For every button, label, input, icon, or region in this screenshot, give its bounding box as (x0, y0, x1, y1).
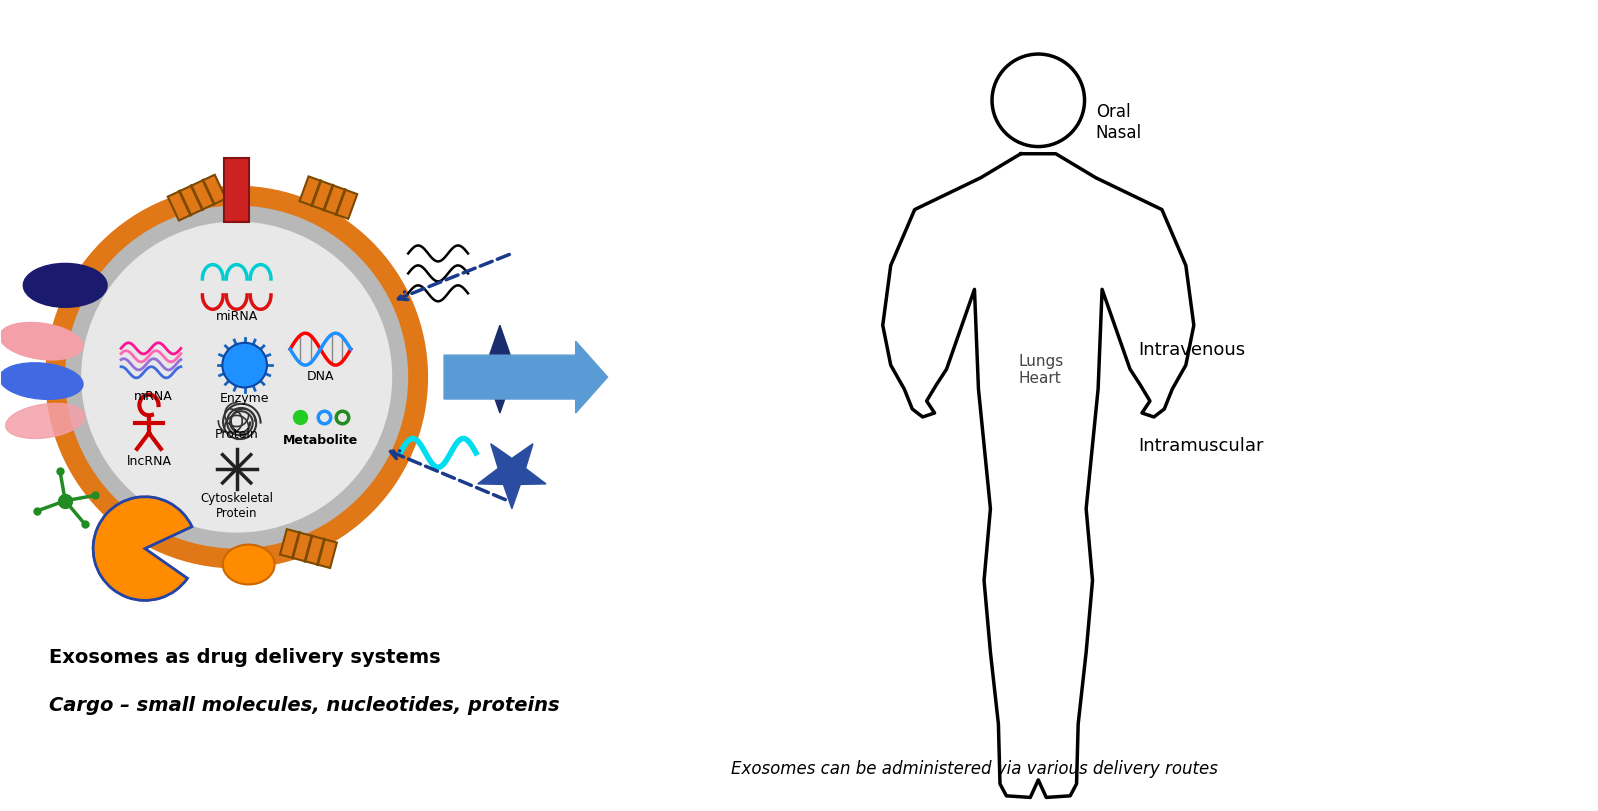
Ellipse shape (0, 323, 83, 360)
Wedge shape (93, 497, 192, 601)
Text: mRNA: mRNA (134, 389, 173, 402)
Bar (168, 175, 225, 221)
Text: Cargo – small molecules, nucleotides, proteins: Cargo – small molecules, nucleotides, pr… (50, 695, 559, 714)
Text: Lungs
Heart: Lungs Heart (1018, 354, 1064, 386)
Text: Enzyme: Enzyme (221, 392, 270, 405)
Ellipse shape (6, 404, 85, 439)
Bar (224, 158, 249, 222)
Text: Exosomes as drug delivery systems: Exosomes as drug delivery systems (50, 647, 441, 666)
Text: Exosomes can be administered via various delivery routes: Exosomes can be administered via various… (730, 759, 1218, 777)
Text: lncRNA: lncRNA (126, 455, 171, 468)
Text: miRNA: miRNA (216, 310, 257, 323)
Ellipse shape (0, 363, 83, 400)
Text: Protein: Protein (214, 428, 259, 441)
Ellipse shape (24, 264, 107, 308)
Polygon shape (455, 326, 543, 414)
Ellipse shape (222, 545, 275, 585)
Circle shape (81, 222, 392, 533)
Circle shape (222, 343, 267, 388)
FancyArrow shape (444, 341, 607, 414)
Circle shape (45, 187, 428, 569)
Text: DNA: DNA (307, 370, 334, 383)
Bar (299, 177, 358, 220)
Bar (280, 530, 337, 569)
Text: Metabolite: Metabolite (283, 433, 358, 446)
Text: Intravenous: Intravenous (1138, 341, 1245, 358)
Text: Cytoskeletal
Protein: Cytoskeletal Protein (200, 491, 273, 520)
Polygon shape (478, 444, 547, 509)
Circle shape (66, 206, 407, 549)
Text: Oral
Nasal: Oral Nasal (1096, 103, 1143, 142)
Text: Intramuscular: Intramuscular (1138, 436, 1264, 454)
